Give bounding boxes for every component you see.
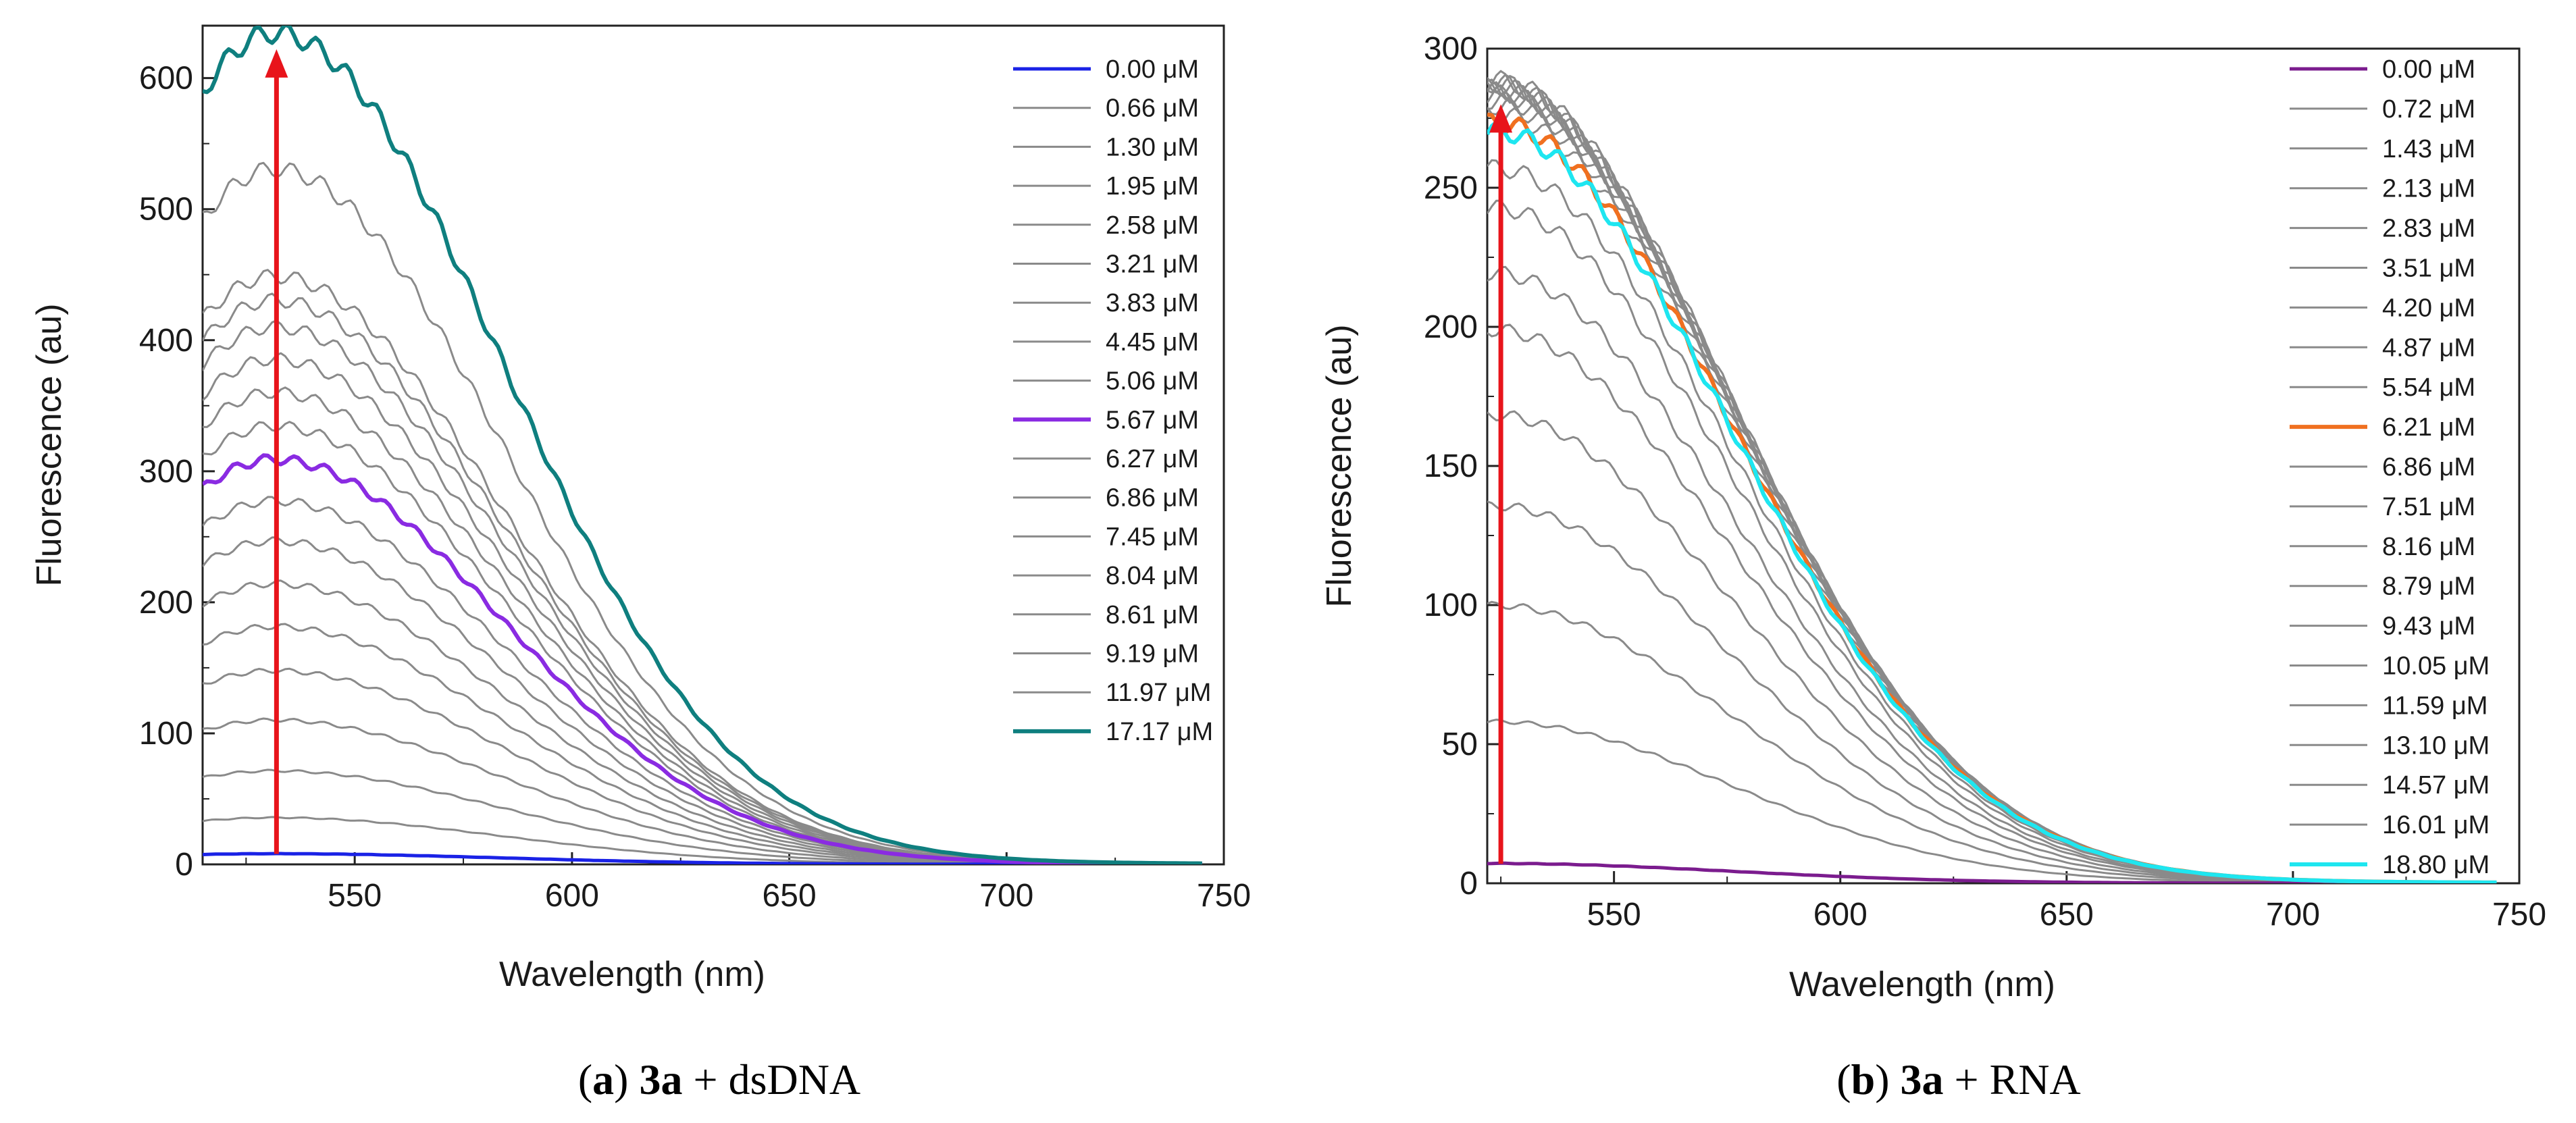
y-axis-title: Fluorescence (au) — [30, 303, 69, 586]
x-tick-label: 750 — [1197, 878, 1251, 914]
y-tick-label: 400 — [139, 323, 193, 359]
x-tick-label: 700 — [2266, 897, 2320, 933]
x-tick-label: 600 — [1813, 897, 1867, 933]
legend-label: 18.80 μM — [2382, 851, 2490, 879]
legend-label: 0.00 μM — [2382, 55, 2475, 84]
arrow-head — [265, 49, 288, 78]
legend-label: 3.21 μM — [1106, 251, 1199, 279]
series-line — [1487, 265, 2497, 883]
legend-label: 2.83 μM — [2382, 215, 2475, 243]
y-tick-label: 100 — [139, 716, 193, 752]
series-line — [1487, 120, 2497, 883]
series-line — [203, 269, 1202, 864]
legend-label: 11.97 μM — [1106, 679, 1211, 707]
legend-label: 16.01 μM — [2382, 811, 2490, 839]
x-tick-label: 550 — [328, 878, 382, 914]
legend-label: 2.58 μM — [1106, 211, 1199, 240]
y-tick-label: 150 — [1424, 448, 1478, 484]
series-line — [1487, 74, 2497, 883]
y-tick-label: 250 — [1424, 170, 1478, 206]
series-line — [1487, 500, 2497, 883]
series-line — [203, 453, 1202, 864]
series-line — [1487, 861, 2497, 883]
legend-label: 0.66 μM — [1106, 95, 1199, 123]
y-tick-label: 200 — [1424, 309, 1478, 345]
panel-b-chart: 0 50 100 150 200 250 300 550 600 650 700 750 Wavelen… — [1320, 31, 2546, 1103]
series-line — [1487, 90, 2497, 883]
x-tick-label: 650 — [2040, 897, 2094, 933]
series-line — [1487, 410, 2497, 883]
legend-label: 5.67 μM — [1106, 406, 1199, 434]
legend-label: 8.79 μM — [2382, 573, 2475, 601]
y-tick-label: 200 — [139, 585, 193, 621]
y-tick-label: 300 — [1424, 31, 1478, 67]
legend-label: 0.72 μM — [2382, 95, 2475, 124]
x-tick-label: 650 — [763, 878, 817, 914]
legend-label: 8.16 μM — [2382, 533, 2475, 561]
legend-label: 11.59 μM — [2382, 691, 2488, 720]
y-tick-label: 0 — [1460, 866, 1478, 902]
legend-label: 6.27 μM — [1106, 445, 1199, 473]
y-tick-label: 100 — [1424, 587, 1478, 623]
series-line — [203, 161, 1202, 864]
legend-label: 5.06 μM — [1106, 367, 1199, 396]
y-axis-title: Fluorescence (au) — [1320, 324, 1359, 607]
series-line — [203, 26, 1202, 864]
legend-label: 1.30 μM — [1106, 133, 1199, 161]
series-line — [1487, 84, 2497, 883]
legend-label: 10.05 μM — [2382, 652, 2490, 681]
legend-label: 3.51 μM — [2382, 255, 2475, 283]
plot-frame — [201, 24, 1225, 866]
x-axis-title: Wavelength (nm) — [499, 955, 765, 994]
panel-caption: (b) 3a + RNA — [1836, 1055, 2080, 1103]
legend-label: 1.43 μM — [2382, 135, 2475, 163]
legend-label: 0.00 μM — [1106, 55, 1199, 84]
legend-label: 9.19 μM — [1106, 640, 1199, 669]
series-line — [1487, 75, 2497, 883]
series-line — [203, 623, 1202, 864]
x-tick-label: 600 — [545, 878, 599, 914]
x-tick-label: 700 — [979, 878, 1033, 914]
legend-label: 14.57 μM — [2382, 771, 2490, 800]
panel-caption: (a) 3a + dsDNA — [578, 1055, 860, 1103]
y-tick-label: 300 — [139, 454, 193, 490]
series-line — [1487, 70, 2497, 883]
series-line — [1487, 78, 2497, 883]
legend-label: 3.83 μM — [1106, 289, 1199, 317]
legend-label: 4.45 μM — [1106, 328, 1199, 357]
legend-label: 7.45 μM — [1106, 523, 1199, 551]
legend-label: 13.10 μM — [2382, 731, 2490, 760]
legend-label: 17.17 μM — [1106, 718, 1213, 746]
legend-label: 4.87 μM — [2382, 334, 2475, 362]
panel-a-chart: 0 100 200 300 400 500 600 550 600 650 700 750 Wavele… — [30, 24, 1251, 1103]
series-line — [1487, 81, 2497, 883]
legend-label: 7.51 μM — [2382, 493, 2475, 521]
x-tick-label: 550 — [1587, 897, 1641, 933]
legend-label: 2.13 μM — [2382, 175, 2475, 203]
legend-label: 6.86 μM — [1106, 484, 1199, 513]
legend-label: 8.04 μM — [1106, 562, 1199, 590]
legend-label: 5.54 μM — [2382, 373, 2475, 402]
series-line — [203, 319, 1202, 864]
legend-label: 6.21 μM — [2382, 413, 2475, 442]
x-axis-title: Wavelength (nm) — [1789, 965, 2055, 1004]
x-tick-label: 750 — [2492, 897, 2546, 933]
y-tick-label: 600 — [139, 61, 193, 97]
series-line — [1487, 76, 2497, 883]
series-line — [1487, 199, 2497, 883]
y-tick-label: 50 — [1442, 727, 1478, 762]
legend-label: 6.86 μM — [2382, 453, 2475, 481]
legend-label: 4.20 μM — [2382, 294, 2475, 322]
y-tick-label: 0 — [175, 847, 193, 883]
y-tick-label: 500 — [139, 192, 193, 228]
arrow-head — [1489, 104, 1513, 133]
legend-label: 9.43 μM — [2382, 612, 2475, 641]
legend-label: 1.95 μM — [1106, 172, 1199, 201]
legend-label: 8.61 μM — [1106, 601, 1199, 629]
series-line — [203, 352, 1202, 864]
